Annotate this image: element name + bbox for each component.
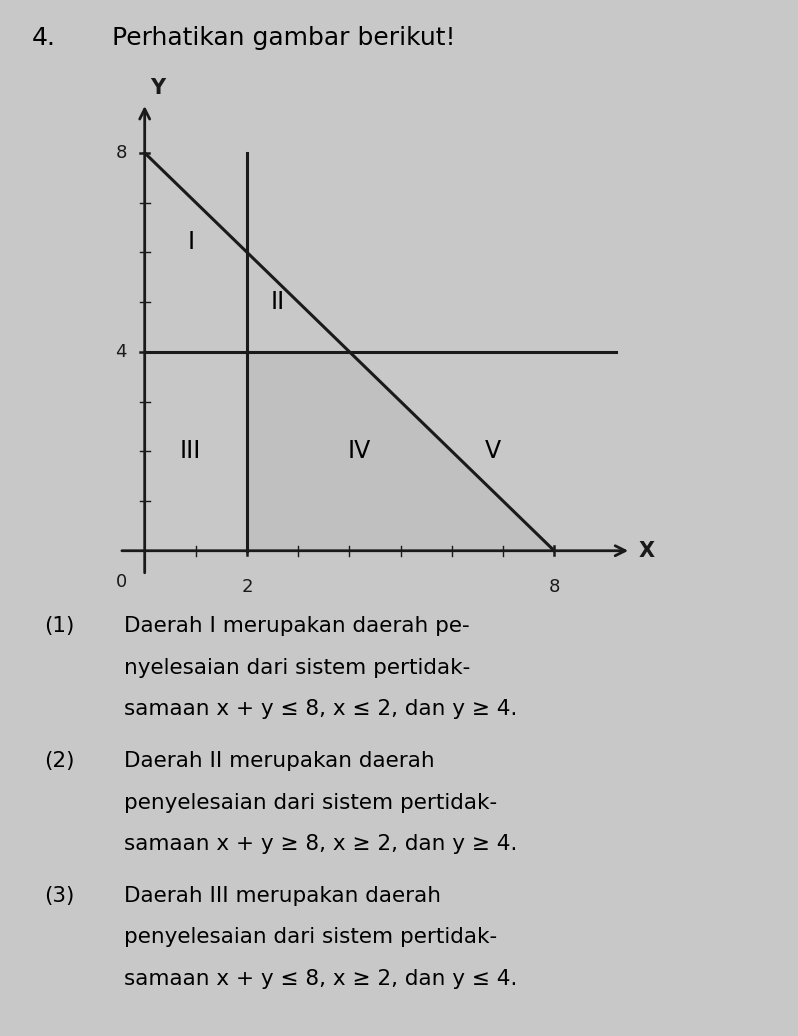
Text: 4.: 4. bbox=[32, 26, 56, 50]
Text: IV: IV bbox=[348, 439, 371, 463]
Text: (1): (1) bbox=[44, 616, 74, 636]
Text: samaan x + y ≤ 8, x ≥ 2, dan y ≤ 4.: samaan x + y ≤ 8, x ≥ 2, dan y ≤ 4. bbox=[124, 969, 517, 988]
Text: samaan x + y ≥ 8, x ≥ 2, dan y ≥ 4.: samaan x + y ≥ 8, x ≥ 2, dan y ≥ 4. bbox=[124, 834, 517, 854]
Text: 4: 4 bbox=[115, 343, 127, 361]
Text: Y: Y bbox=[150, 78, 165, 98]
Text: 8: 8 bbox=[116, 144, 127, 162]
Text: nyelesaian dari sistem pertidak-: nyelesaian dari sistem pertidak- bbox=[124, 658, 470, 678]
Text: 0: 0 bbox=[116, 573, 127, 592]
Text: penyelesaian dari sistem pertidak-: penyelesaian dari sistem pertidak- bbox=[124, 793, 497, 812]
Text: III: III bbox=[180, 439, 201, 463]
Text: penyelesaian dari sistem pertidak-: penyelesaian dari sistem pertidak- bbox=[124, 927, 497, 947]
Text: I: I bbox=[188, 230, 195, 255]
Text: Daerah I merupakan daerah pe-: Daerah I merupakan daerah pe- bbox=[124, 616, 469, 636]
Text: samaan x + y ≤ 8, x ≤ 2, dan y ≥ 4.: samaan x + y ≤ 8, x ≤ 2, dan y ≥ 4. bbox=[124, 699, 517, 719]
Text: Daerah II merupakan daerah: Daerah II merupakan daerah bbox=[124, 751, 434, 771]
Text: (3): (3) bbox=[44, 886, 74, 905]
Text: Daerah III merupakan daerah: Daerah III merupakan daerah bbox=[124, 886, 440, 905]
Text: V: V bbox=[484, 439, 501, 463]
Text: X: X bbox=[638, 541, 655, 560]
Text: Perhatikan gambar berikut!: Perhatikan gambar berikut! bbox=[112, 26, 455, 50]
Text: II: II bbox=[271, 290, 285, 314]
Text: (2): (2) bbox=[44, 751, 74, 771]
Polygon shape bbox=[247, 352, 555, 551]
Text: 2: 2 bbox=[241, 578, 253, 596]
Text: 8: 8 bbox=[548, 578, 560, 596]
